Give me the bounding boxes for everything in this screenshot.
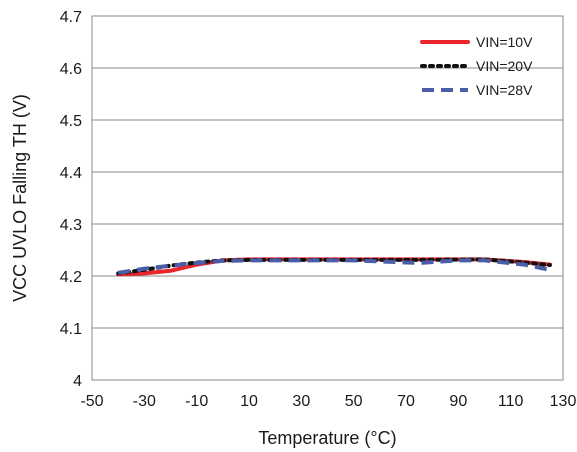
x-tick-label: 90 — [449, 393, 467, 410]
x-tick-label: 130 — [550, 393, 577, 410]
x-axis-title: Temperature (°C) — [258, 428, 396, 448]
series-line-3 — [117, 258, 551, 275]
x-tick-label: -10 — [185, 393, 208, 410]
y-tick-label: 4 — [73, 373, 82, 390]
x-tick-label: -30 — [133, 393, 156, 410]
x-tick-label: 70 — [397, 393, 415, 410]
plot-area-frame — [91, 15, 564, 381]
y-axis-title: VCC UVLO Falling TH (V) — [10, 94, 30, 302]
y-tick-label: 4.2 — [60, 269, 82, 286]
y-tick-label: 4.4 — [60, 165, 82, 182]
grid-lines — [92, 67, 563, 329]
y-tick-labels: 4 4.1 4.2 4.3 4.4 4.5 4.6 4.7 — [60, 9, 82, 390]
x-tick-labels: -50 -30 -10 10 30 50 70 90 110 130 — [80, 393, 576, 410]
x-tick-label: 10 — [240, 393, 258, 410]
y-tick-label: 4.6 — [60, 61, 82, 78]
x-tick-label: 50 — [345, 393, 363, 410]
series-lines — [116, 257, 552, 277]
legend-label-2: VIN=20V — [476, 58, 533, 74]
y-tick-label: 4.7 — [60, 9, 82, 26]
y-tick-label: 4.1 — [60, 321, 82, 338]
y-tick-label: 4.5 — [60, 113, 82, 130]
y-tick-label: 4.3 — [60, 217, 82, 234]
x-tick-label: 30 — [292, 393, 310, 410]
legend: VIN=10V VIN=20V VIN=28V — [420, 34, 533, 98]
legend-label-3: VIN=28V — [476, 82, 533, 98]
x-tick-label: -50 — [80, 393, 103, 410]
legend-label-1: VIN=10V — [476, 34, 533, 50]
x-tick-label: 110 — [498, 393, 524, 410]
